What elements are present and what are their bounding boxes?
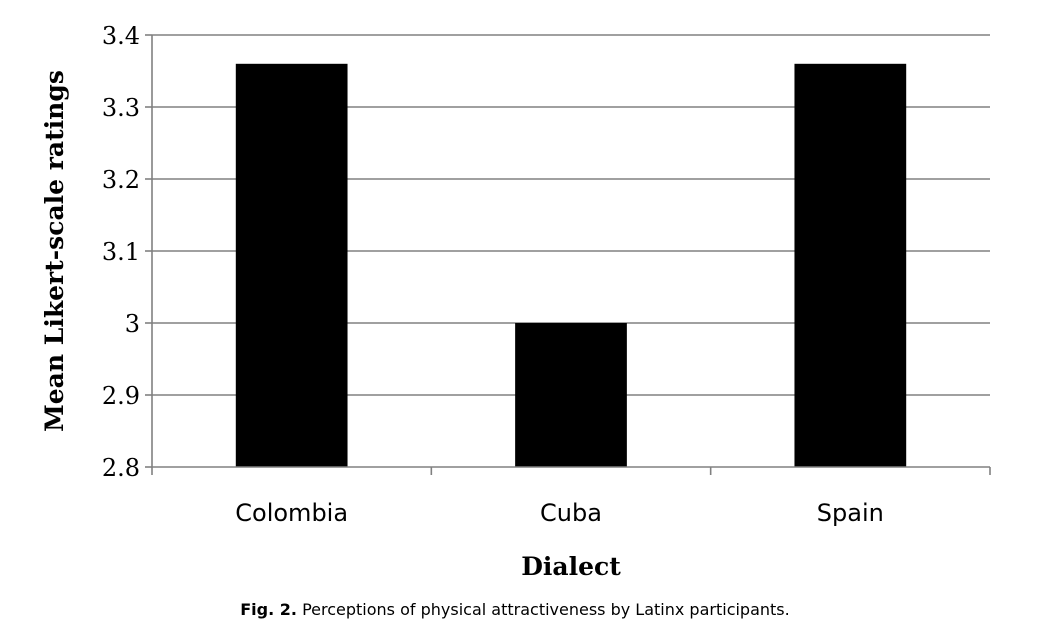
- x-axis-label: Dialect: [521, 552, 621, 581]
- y-tick-label: 3.4: [102, 22, 140, 50]
- bar-chart: 2.8 2.9 3 3.1 3.2 3.3 3.4 Colombia Cuba Spain Me…: [40, 22, 991, 581]
- y-tick-label: 3.2: [102, 166, 140, 194]
- caption-text: Perceptions of physical attractiveness b…: [302, 600, 790, 619]
- y-tick-label: 2.8: [102, 454, 140, 482]
- y-tick-label: 3.3: [102, 94, 140, 122]
- figure-caption: Fig. 2. Perceptions of physical attracti…: [0, 600, 1030, 619]
- y-axis-label: Mean Likert-scale ratings: [40, 70, 69, 432]
- y-tick-label: 3.1: [102, 238, 140, 266]
- bar-cuba: [515, 323, 627, 467]
- caption-label: Fig. 2.: [240, 600, 297, 619]
- x-ticks: Colombia Cuba Spain: [151, 467, 991, 527]
- x-tick-label: Cuba: [540, 499, 602, 527]
- x-tick-label: Colombia: [235, 499, 348, 527]
- y-ticks: 2.8 2.9 3 3.1 3.2 3.3 3.4: [102, 22, 152, 482]
- bar-colombia: [235, 63, 348, 468]
- y-tick-label: 3: [125, 310, 140, 338]
- bars: [235, 63, 907, 468]
- bar-spain: [794, 63, 907, 468]
- y-tick-label: 2.9: [102, 382, 140, 410]
- x-tick-label: Spain: [817, 499, 884, 527]
